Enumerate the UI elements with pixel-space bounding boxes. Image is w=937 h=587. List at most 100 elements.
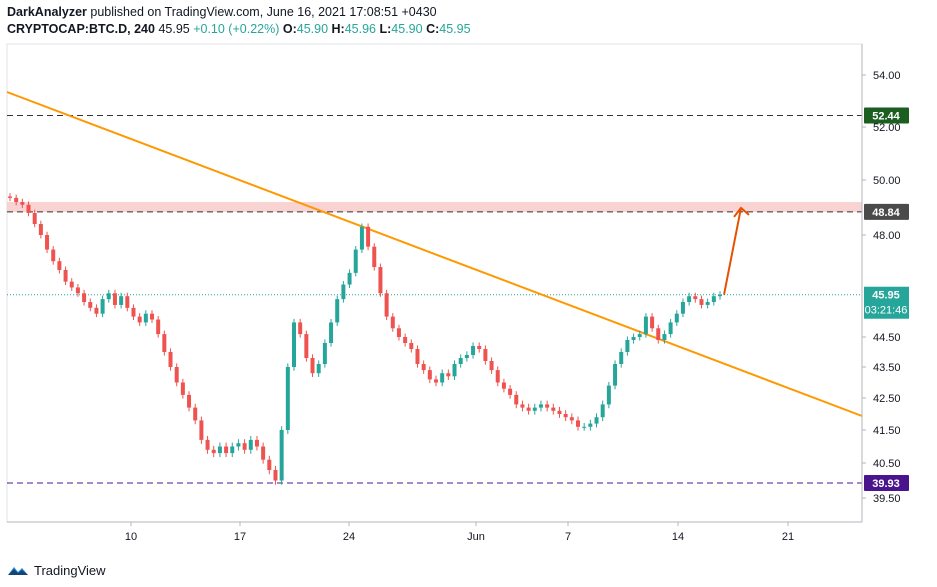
candle [619,348,624,368]
time-axis[interactable]: 10 17 24 Jun 7 14 21 [125,522,794,543]
candle-body [174,367,179,383]
candle-body [162,334,167,352]
candle-body [643,316,648,335]
price-tick-label: 43.50 [873,362,901,374]
price-change: +0.10 (+0.22%) [193,22,280,36]
candle-body [57,261,62,270]
candle-body [347,272,352,285]
candle [316,360,321,377]
candle [329,318,334,347]
candle [279,426,284,485]
candle [193,403,198,425]
descending-trendline[interactable] [6,91,863,417]
candle [372,243,377,271]
candle-body [440,373,445,383]
candle-body [137,316,142,323]
candles [8,193,722,485]
candle [421,360,426,374]
candle-body [514,394,519,405]
open-value: 45.90 [296,22,329,36]
candle [162,330,167,356]
candle [236,439,241,451]
candle-body [125,296,130,308]
candle-body [335,299,340,323]
candle [359,223,364,254]
candle [415,345,420,368]
candle-body [156,319,161,335]
candle [341,281,346,303]
candle-body [569,417,574,421]
candle [143,310,148,326]
price-tick-label: 39.50 [873,493,901,505]
candle-body [329,322,334,343]
candle-body [217,446,222,454]
candle [718,291,722,300]
candle [261,442,266,464]
candle-body [143,313,148,323]
candle-body [168,352,173,367]
close-value: 45.95 [439,22,471,36]
candle-body [94,307,99,314]
candle [88,298,93,312]
candle-body [38,224,43,235]
candle-body [230,446,235,454]
candle-body [180,382,185,395]
candle-body [711,296,716,303]
candle-body [69,281,74,288]
candle-body [409,343,414,349]
candle [366,223,371,251]
candle-body [501,382,506,389]
tradingview-logo-icon [8,567,28,575]
candle-body [396,328,401,337]
candle [82,289,87,306]
candle-body [366,226,371,247]
candle-body [82,293,87,303]
current-price-label: 45.95 [872,290,900,302]
candle [705,298,710,309]
candle [656,324,661,344]
candle [446,369,451,381]
current-price-tag [864,286,909,319]
price-tick-label: 48.00 [873,230,901,242]
price-tick-label: 52.00 [873,122,901,134]
candle-body [372,246,377,268]
candle-body [322,343,327,364]
candle [477,342,482,353]
candle [100,295,105,318]
author-name[interactable]: DarkAnalyzer [7,5,87,19]
time-tick-label: 17 [234,531,246,543]
high-value: 45.96 [344,22,376,36]
price-chart[interactable]: 54.00 52.00 50.00 48.00 44.50 43.50 42.50 41.50… [0,0,937,560]
candle [137,313,142,326]
candle [384,289,389,321]
candle [711,292,716,306]
candle-body [434,379,438,383]
candle [63,266,68,286]
candle-body [341,284,346,300]
candle-body [582,426,587,428]
candle [650,313,655,332]
candle [687,292,692,306]
projection-arrow[interactable] [723,206,750,295]
candle-body [631,337,636,340]
candle-body [187,394,192,408]
level-tag-2 [864,474,909,491]
candle [538,400,543,412]
level-label-1: 48.84 [872,207,900,219]
candle [119,292,124,309]
candle [532,403,537,415]
candle-body [421,364,426,371]
candle-body [650,316,655,329]
candle-body [261,446,266,460]
close-label: C: [426,22,440,36]
price-axis[interactable]: 54.00 52.00 50.00 48.00 44.50 43.50 42.50 41.50… [862,70,901,505]
candle-body [532,407,537,411]
candle-body [279,430,284,481]
candle [187,391,192,412]
candle-body [557,410,562,414]
level-tag-1 [864,203,909,220]
arrow-head [733,206,750,218]
symbol-label[interactable]: CRYPTOCAP:BTC.D, 240 [7,22,155,36]
countdown-label: 03:21:46 [865,305,908,317]
ohlc-line: CRYPTOCAP:BTC.D, 240 45.95 +0.10 (+0.22%… [7,21,471,38]
